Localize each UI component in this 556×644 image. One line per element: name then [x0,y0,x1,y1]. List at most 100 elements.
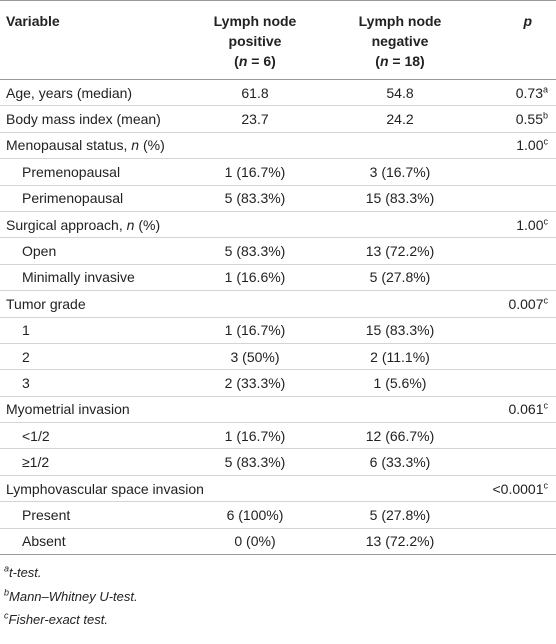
row-label: Absent [0,528,190,556]
cell-negative [320,396,480,424]
header-variable: Variable [0,0,190,80]
cell-p: 1.00c [480,132,556,160]
row-label: 3 [0,369,190,397]
text-part: = 6) [247,53,276,69]
cell-p [480,158,556,186]
p-note: a [542,84,548,95]
row-label: Lymphovascular space invasion [0,475,204,503]
cell-positive: 1 (16.6%) [190,264,320,292]
cell-positive: 5 (83.3%) [190,448,320,476]
cell-positive [190,290,320,318]
cell-p [480,369,556,397]
cell-p: 0.007c [480,290,556,318]
text-part: ( [234,53,239,69]
row-label: ≥1/2 [0,448,190,476]
p-value: 0.55 [515,111,543,128]
cell-p [480,343,556,371]
footnote-mark: a [4,563,10,574]
table-row: Premenopausal 1 (16.7%) 3 (16.7%) [0,158,556,186]
footnote-mark: c [4,610,9,621]
cell-negative: 5 (27.8%) [320,501,480,529]
row-label: Minimally invasive [0,264,190,292]
cell-positive [190,132,320,160]
table-row: Surgical approach, n (%) 1.00c [0,211,556,239]
footnote: bMann–Whitney U-test. [4,585,556,609]
row-label: Myometrial invasion [0,396,190,424]
table-row: <1/2 1 (16.7%) 12 (66.7%) [0,422,556,450]
cell-positive [190,211,320,239]
cell-p [480,448,556,476]
p-value: 0.007 [508,295,544,312]
table-row: Menopausal status, n (%) 1.00c [0,132,556,160]
row-label: Age, years (median) [0,79,190,107]
cell-negative: 12 (66.7%) [320,422,480,450]
table-row: Open 5 (83.3%) 13 (72.2%) [0,237,556,265]
row-label: 1 [0,317,190,344]
cell-p: 0.061c [480,396,556,424]
header-positive: Lymph node positive (n = 6) [190,0,320,80]
row-label: 2 [0,343,190,371]
row-label: Tumor grade [0,290,190,318]
row-label: <1/2 [0,422,190,450]
row-label: Premenopausal [0,158,190,186]
cell-negative: 54.8 [320,79,480,107]
p-value: 0.061 [508,401,544,418]
table-row: Lymphovascular space invasion <0.0001c [0,475,556,503]
text-part: n [238,53,248,69]
cell-p [480,264,556,292]
cell-p [480,237,556,265]
p-note: c [543,400,549,411]
header-title: Lymph node positive [213,13,297,49]
p-value: 1.00 [516,216,544,233]
p-value: 1.00 [516,137,544,154]
header-title: Lymph node negative [358,13,442,49]
text-part: (%) [134,216,161,233]
text-part: n [379,53,389,69]
text-part: = 18) [388,53,425,69]
cell-negative: 15 (83.3%) [320,317,480,344]
row-label: Open [0,237,190,265]
cell-p: <0.0001c [480,475,556,503]
cell-positive [190,475,320,503]
cell-p [480,528,556,556]
p-note: b [542,110,548,121]
cell-positive: 23.7 [190,105,320,133]
table-row: Present 6 (100%) 5 (27.8%) [0,501,556,529]
p-note: c [543,215,549,226]
cell-positive: 1 (16.7%) [190,422,320,450]
cell-p: 0.73a [480,79,556,107]
p-value: 0.73 [515,84,543,101]
cell-negative: 3 (16.7%) [320,158,480,186]
cell-positive: 5 (83.3%) [190,185,320,212]
cell-p [480,422,556,450]
text-part: n [126,216,135,233]
cell-positive: 6 (100%) [190,501,320,529]
table-row: Minimally invasive 1 (16.6%) 5 (27.8%) [0,264,556,292]
cell-negative [320,211,480,239]
cell-p: 0.55b [480,105,556,133]
text-part: ( [375,53,380,69]
footnote-mark: b [4,587,10,598]
cell-positive: 1 (16.7%) [190,158,320,186]
text-part: (%) [139,137,165,154]
text-part: Menopausal status, [6,137,132,154]
table-body: Age, years (median) 61.8 54.8 0.73a Body mas… [0,79,556,556]
text-part: Surgical approach, [6,216,127,233]
table-row: Tumor grade 0.007c [0,290,556,318]
row-label: Surgical approach, n (%) [0,211,190,239]
cell-negative: 13 (72.2%) [320,237,480,265]
header-p: p [480,0,556,80]
cell-negative [320,132,480,160]
p-note: c [543,479,549,490]
table-row: Perimenopausal 5 (83.3%) 15 (83.3%) [0,185,556,212]
header-negative: Lymph node negative (n = 18) [320,0,480,80]
table-row: ≥1/2 5 (83.3%) 6 (33.3%) [0,448,556,476]
p-value: <0.0001 [492,480,544,497]
cell-positive [190,396,320,424]
cell-negative: 2 (11.1%) [320,343,480,371]
footnote-text: Mann–Whitney U-test. [9,588,138,604]
cell-p: 1.00c [480,211,556,239]
